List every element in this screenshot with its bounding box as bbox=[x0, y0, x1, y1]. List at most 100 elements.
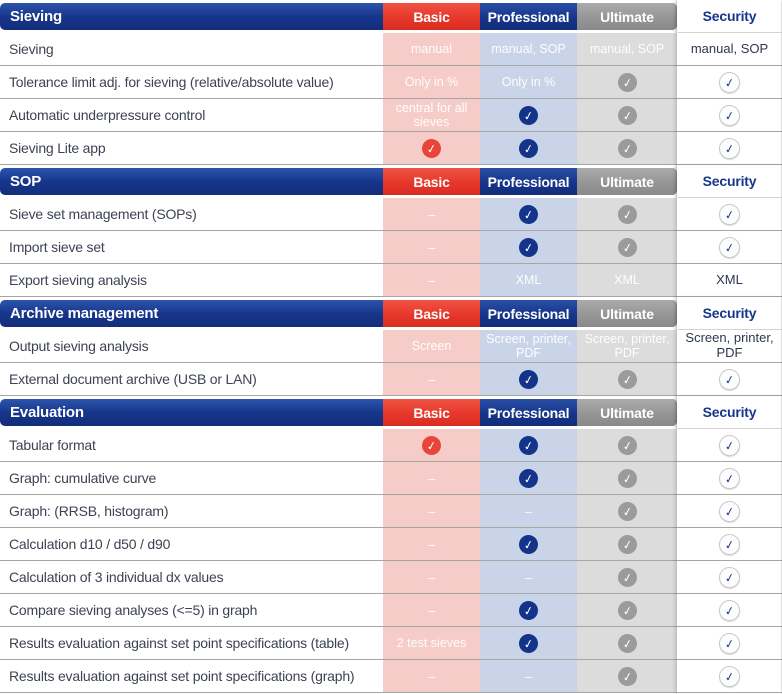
table-row: Automatic underpressure control central f… bbox=[0, 99, 782, 132]
value-text: Screen, printer, PDF bbox=[486, 332, 571, 360]
value-cell-ultimate: ✓ bbox=[577, 231, 677, 263]
value-cell-security: ✓ bbox=[677, 495, 782, 527]
feature-label: Calculation of 3 individual dx values bbox=[0, 561, 383, 593]
check-icon: ✓ bbox=[615, 202, 639, 226]
value-text: Only in % bbox=[501, 75, 556, 89]
value-cell-basic: manual bbox=[383, 33, 480, 65]
check-icon: ✓ bbox=[717, 663, 742, 689]
check-icon: ✓ bbox=[717, 498, 742, 524]
feature-label: Graph: (RRSB, histogram) bbox=[0, 495, 383, 527]
value-cell-professional: – bbox=[480, 561, 577, 593]
section-title: Evaluation bbox=[10, 404, 84, 421]
dash-icon: – bbox=[427, 569, 436, 585]
value-cell-basic: – bbox=[383, 264, 480, 296]
column-header-professional: Professional bbox=[480, 168, 577, 195]
column-header-security: Security bbox=[677, 396, 782, 428]
value-text: Screen, printer, PDF bbox=[584, 332, 670, 360]
value-cell-ultimate: ✓ bbox=[577, 594, 677, 626]
check-icon: ✓ bbox=[615, 466, 639, 490]
check-icon: ✓ bbox=[717, 69, 742, 95]
value-cell-security: ✓ bbox=[677, 660, 782, 692]
value-cell-ultimate: ✓ bbox=[577, 132, 677, 164]
check-icon: ✓ bbox=[615, 631, 639, 655]
value-cell-professional: ✓ bbox=[480, 594, 577, 626]
value-cell-ultimate: ✓ bbox=[577, 429, 677, 461]
value-cell-professional: Screen, printer, PDF bbox=[480, 330, 577, 362]
value-cell-security: ✓ bbox=[677, 99, 782, 131]
value-cell-professional: ✓ bbox=[480, 132, 577, 164]
feature-label: Import sieve set bbox=[0, 231, 383, 263]
check-icon: ✓ bbox=[717, 102, 742, 128]
check-icon: ✓ bbox=[517, 598, 540, 622]
check-icon: ✓ bbox=[517, 433, 540, 457]
feature-label: Results evaluation against set point spe… bbox=[0, 660, 383, 692]
feature-label: External document archive (USB or LAN) bbox=[0, 363, 383, 395]
check-icon: ✓ bbox=[615, 103, 639, 127]
table-row: Tabular format ✓ ✓ ✓ ✓ bbox=[0, 429, 782, 462]
check-icon: ✓ bbox=[615, 235, 639, 259]
table-row: Import sieve set – ✓ ✓ ✓ bbox=[0, 231, 782, 264]
check-icon: ✓ bbox=[517, 367, 540, 391]
feature-label: Tolerance limit adj. for sieving (relati… bbox=[0, 66, 383, 98]
value-cell-professional: ✓ bbox=[480, 363, 577, 395]
value-cell-professional: ✓ bbox=[480, 528, 577, 560]
value-cell-professional: – bbox=[480, 660, 577, 692]
value-cell-basic: central for all sieves bbox=[383, 99, 480, 131]
column-header-security: Security bbox=[677, 165, 782, 197]
value-cell-basic: ✓ bbox=[383, 429, 480, 461]
check-icon: ✓ bbox=[615, 70, 639, 94]
feature-label: Sieving Lite app bbox=[0, 132, 383, 164]
check-icon: ✓ bbox=[717, 432, 742, 458]
value-cell-basic: 2 test sieves bbox=[383, 627, 480, 659]
check-icon: ✓ bbox=[615, 598, 639, 622]
value-text: XML bbox=[716, 271, 743, 287]
dash-icon: – bbox=[427, 668, 436, 684]
section-title: Sieving bbox=[10, 8, 62, 25]
section-header-band: Archive management Basic Professional Ultim… bbox=[0, 297, 782, 330]
value-cell-ultimate: ✓ bbox=[577, 627, 677, 659]
value-cell-professional: – bbox=[480, 495, 577, 527]
column-header-basic: Basic bbox=[383, 300, 480, 327]
check-icon: ✓ bbox=[517, 532, 540, 556]
value-cell-professional: ✓ bbox=[480, 627, 577, 659]
value-cell-security: Screen, printer, PDF bbox=[677, 330, 782, 362]
check-icon: ✓ bbox=[517, 103, 540, 127]
table-row: Results evaluation against set point spe… bbox=[0, 627, 782, 660]
value-cell-security: ✓ bbox=[677, 363, 782, 395]
value-cell-basic: – bbox=[383, 495, 480, 527]
check-icon: ✓ bbox=[717, 630, 742, 656]
value-cell-ultimate: ✓ bbox=[577, 495, 677, 527]
check-icon: ✓ bbox=[517, 235, 540, 259]
dash-icon: – bbox=[524, 569, 533, 585]
table-row: Compare sieving analyses (<=5) in graph –… bbox=[0, 594, 782, 627]
value-cell-ultimate: ✓ bbox=[577, 363, 677, 395]
table-row: External document archive (USB or LAN) – ✓… bbox=[0, 363, 782, 396]
value-cell-security: ✓ bbox=[677, 132, 782, 164]
value-text: manual, SOP bbox=[491, 42, 566, 56]
value-cell-ultimate: ✓ bbox=[577, 528, 677, 560]
value-cell-basic: Only in % bbox=[383, 66, 480, 98]
check-icon: ✓ bbox=[615, 532, 639, 556]
value-cell-ultimate: ✓ bbox=[577, 99, 677, 131]
value-cell-security: ✓ bbox=[677, 198, 782, 230]
feature-label: Sieving bbox=[0, 33, 383, 65]
check-icon: ✓ bbox=[717, 234, 742, 260]
table-row: Calculation d10 / d50 / d90 – ✓ ✓ ✓ bbox=[0, 528, 782, 561]
feature-label: Compare sieving analyses (<=5) in graph bbox=[0, 594, 383, 626]
section-header-band: SOP Basic Professional Ultimate Security bbox=[0, 165, 782, 198]
check-icon: ✓ bbox=[517, 466, 540, 490]
value-text: central for all sieves bbox=[395, 101, 468, 129]
value-cell-professional: XML bbox=[480, 264, 577, 296]
section-title: SOP bbox=[10, 173, 42, 190]
value-cell-security: ✓ bbox=[677, 528, 782, 560]
dash-icon: – bbox=[427, 272, 436, 288]
value-cell-ultimate: Screen, printer, PDF bbox=[577, 330, 677, 362]
value-cell-security: ✓ bbox=[677, 627, 782, 659]
dash-icon: – bbox=[427, 239, 436, 255]
value-cell-security: ✓ bbox=[677, 231, 782, 263]
table-row: Calculation of 3 individual dx values – – ✓… bbox=[0, 561, 782, 594]
column-header-ultimate: Ultimate bbox=[577, 399, 677, 426]
value-cell-ultimate: ✓ bbox=[577, 561, 677, 593]
feature-label: Results evaluation against set point spe… bbox=[0, 627, 383, 659]
